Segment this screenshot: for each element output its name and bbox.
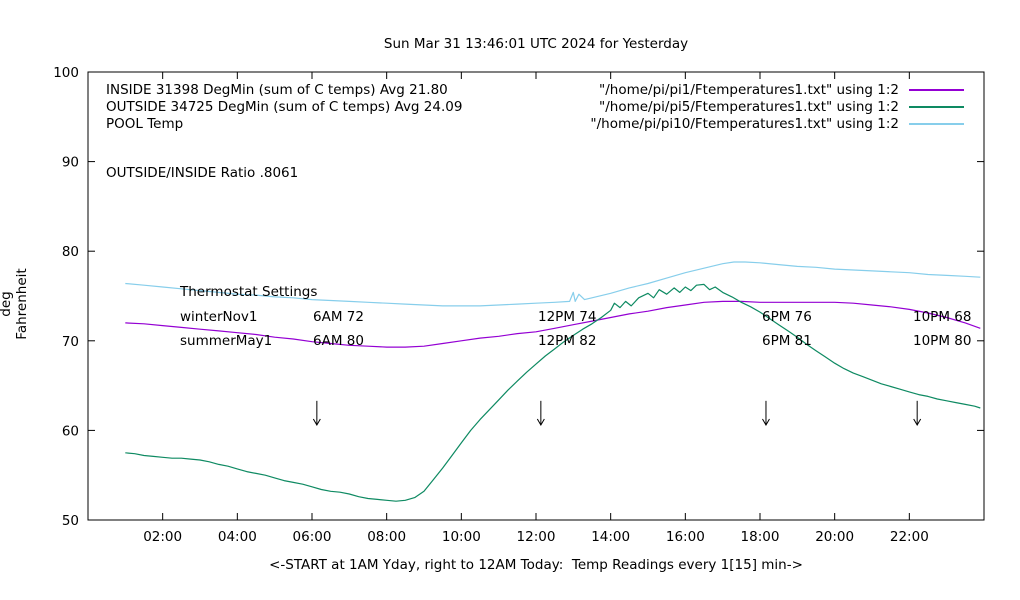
x-tick-label: 10:00 [442,529,481,545]
chart-title: Sun Mar 31 13:46:01 UTC 2024 for Yesterd… [383,36,689,52]
y-tick-label: 90 [62,155,79,171]
legend-row-outside: OUTSIDE 34725 DegMin (sum of C temps) Av… [106,98,964,115]
series-line-pool [125,261,981,307]
legend: INSIDE 31398 DegMin (sum of C temps) Avg… [106,81,964,132]
x-tick-label: 12:00 [517,529,556,545]
setpoint-arrow-head [913,418,922,427]
legend-row-inside: INSIDE 31398 DegMin (sum of C temps) Avg… [106,81,964,98]
x-tick-label: 04:00 [218,529,257,545]
outside-key-entry: "/home/pi/pi5/Ftemperatures1.txt" using … [599,99,964,115]
thermostat-summer-name: summerMay1 [180,333,273,349]
x-tick-label: 06:00 [293,529,332,545]
y-tick-label: 70 [62,334,79,350]
x-tick-label: 02:00 [143,529,182,545]
y-tick-label: 100 [53,65,79,81]
outside-line-swatch [909,105,964,108]
thermostat-winter-6am: 6AM 72 [313,309,364,325]
pool-key-entry: "/home/pi/pi10/Ftemperatures1.txt" using… [590,116,964,132]
x-axis-label: <-START at 1AM Yday, right to 12AM Today… [269,557,803,573]
series-line-inside [125,300,981,348]
thermostat-summer-12pm: 12PM 82 [538,333,597,349]
thermostat-winter-6pm: 6PM 76 [762,309,812,325]
y-axis-label: deg Fahrenheit [0,268,30,340]
x-tick-label: 20:00 [815,529,854,545]
thermostat-winter-name: winterNov1 [180,309,258,325]
setpoint-arrow-head [312,418,321,427]
pool-line-swatch [909,122,964,125]
x-tick-label: 22:00 [890,529,929,545]
thermostat-settings-heading: Thermostat Settings [180,284,318,300]
x-tick-label: 16:00 [666,529,705,545]
setpoint-arrow-head [536,418,545,427]
y-tick-label: 50 [62,513,79,529]
inside-line-swatch [909,88,964,91]
thermostat-summer-6pm: 6PM 81 [762,333,812,349]
x-tick-label: 08:00 [367,529,406,545]
outside-inside-ratio: OUTSIDE/INSIDE Ratio .8061 [106,165,299,181]
y-tick-label: 80 [62,244,79,260]
pool-source-file: "/home/pi/pi10/Ftemperatures1.txt" using… [590,115,899,132]
setpoint-arrow-head [762,418,770,427]
inside-source-file: "/home/pi/pi1/Ftemperatures1.txt" using … [599,81,899,98]
x-tick-label: 14:00 [591,529,630,545]
series-line-outside [125,283,981,502]
thermostat-winter-12pm: 12PM 74 [538,309,597,325]
inside-series-label: INSIDE 31398 DegMin (sum of C temps) Avg… [106,81,448,98]
inside-key-entry: "/home/pi/pi1/Ftemperatures1.txt" using … [599,82,964,98]
legend-row-pool: POOL Temp "/home/pi/pi10/Ftemperatures1.… [106,115,964,132]
thermostat-summer-6am: 6AM 80 [313,333,364,349]
pool-series-label: POOL Temp [106,115,184,132]
outside-source-file: "/home/pi/pi5/Ftemperatures1.txt" using … [599,98,899,115]
thermostat-winter-10pm: 10PM 68 [913,309,972,325]
thermostat-summer-10pm: 10PM 80 [913,333,972,349]
outside-series-label: OUTSIDE 34725 DegMin (sum of C temps) Av… [106,98,463,115]
y-tick-label: 60 [62,423,79,439]
x-tick-label: 18:00 [741,529,780,545]
